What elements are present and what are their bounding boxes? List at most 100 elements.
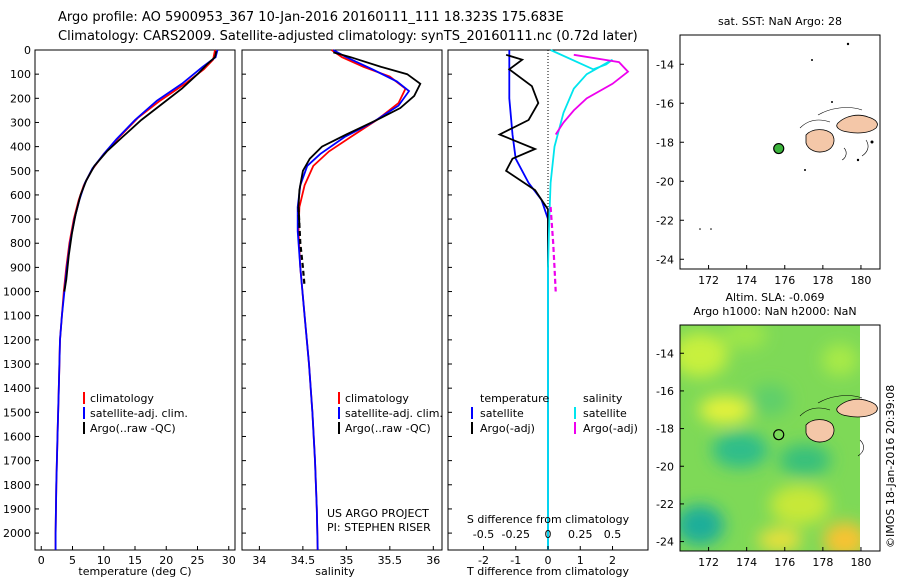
map-xtick-label: 172 [698,274,719,287]
depth-ytick-label: 0 [24,44,31,57]
series-line-temperature-argo-adj [497,53,549,268]
map-ytick-label: -22 [656,214,674,227]
series-line-salinity-argo-adj-dashed [549,206,557,292]
sla-anomaly-blob [699,396,751,424]
depth-ytick-label: 1600 [3,430,31,443]
depth-ytick-label: 1200 [3,334,31,347]
island-vanua-levu [836,114,878,134]
sla-anomaly-blob [680,333,728,377]
sla-map-panel: Altim. SLA: -0.069 Argo h1000: NaN h2000… [656,291,881,569]
depth-ytick-label: 1100 [3,310,31,323]
map-xtick-label: 176 [774,556,795,569]
pi-annotation: PI: STEPHEN RISER [327,521,431,534]
temperature-xtick-label: 10 [97,554,111,567]
map-ytick-label: -22 [656,498,674,511]
series-line-argo-raw-qc [63,51,218,292]
salinity-xtick-label: 36 [426,554,440,567]
series-line-salinity-argo-adj [554,53,630,135]
depth-ytick-label: 1700 [3,455,31,468]
temperature-legend: climatology satellite-adj. clim. Argo(..… [83,392,188,435]
islet [870,140,874,144]
island-viti-levu [805,129,835,153]
T-difference-xtick-label: 2 [609,554,616,567]
sst-map-panel: sat. SST: NaN Argo: 28 172 174 176 178 180 -… [656,15,881,287]
salinity-panel: 34 34.5 35 35.5 36 salinity climatology sate… [241,49,443,578]
map-xtick-label: 180 [850,556,871,569]
map-ytick-label: -18 [656,136,674,149]
salinity-xlabel: salinity [315,565,355,578]
legend-argo-label: Argo(..raw -QC) [345,422,431,435]
map-xtick-label: 174 [736,274,757,287]
temperature-panel: 0100200300400500600700800900100011001200… [3,44,236,578]
sla-field [680,325,880,551]
map-xtick-label: 176 [774,274,795,287]
temperature-plot-frame [34,49,236,551]
salinity-xtick-label: 34.5 [291,554,316,567]
S-difference-xtick-label: 0.5 [604,528,622,541]
T-difference-xtick-label: 1 [577,554,584,567]
s-difference-label: S difference from climatology [467,513,630,526]
sla-anomaly-blob [750,384,790,416]
map-ytick-label: -20 [656,460,674,473]
islet [831,101,833,103]
depth-ytick-label: 1400 [3,382,31,395]
map-ytick-label: -24 [656,253,674,266]
temperature-xtick-label: 30 [222,554,236,567]
sla-anomaly-blob [758,528,802,551]
map-ytick-label: -18 [656,423,674,436]
legend-sal-satellite-label: satellite [583,407,627,420]
sla-map-subtitle: Argo h1000: NaN h2000: NaN [693,305,856,318]
S-difference-xtick-label: 0.25 [568,528,593,541]
salinity-legend: climatology satellite-adj. clim. Argo(..… [338,392,443,435]
T-difference-xtick-label: -2 [478,554,489,567]
islet [811,59,813,61]
sla-anomaly-blob [822,344,858,376]
series-line-argo-raw-qc [297,51,422,224]
legend-argo-label: Argo(..raw -QC) [90,422,176,435]
depth-ytick-label: 1900 [3,503,31,516]
depth-ytick-label: 1800 [3,479,31,492]
series-line-salinity-satellite [547,49,614,550]
map-ytick-label: -16 [656,97,674,110]
salinity-xtick-label: 34 [252,554,266,567]
legend-satellite-label: satellite-adj. clim. [90,407,188,420]
salinity-xtick-label: 35.5 [378,554,403,567]
reef-outlines [799,395,864,457]
map-ytick-label: -24 [656,536,674,549]
islet [804,169,806,171]
legend-sal-argo-label: Argo(-adj) [583,422,638,435]
sla-no-data-strip [860,325,880,551]
depth-ytick-label: 1500 [3,406,31,419]
credit-label: ©IMOS 18-Jan-2016 20:39:08 [884,384,897,548]
depth-ytick-label: 800 [10,237,31,250]
depth-ytick-label: 600 [10,189,31,202]
island-viti-levu [805,419,835,443]
project-annotation: US ARGO PROJECT [327,507,429,520]
depth-ytick-label: 300 [10,116,31,129]
legend-climatology-label: climatology [345,392,409,405]
temperature-xtick-label: 20 [159,554,173,567]
temperature-xtick-label: 15 [128,554,142,567]
islet [699,228,701,230]
depth-ytick-label: 400 [10,141,31,154]
sla-map-frame [679,324,881,552]
islet [710,228,712,230]
S-difference-xtick-label: 0 [545,528,552,541]
depth-ytick-label: 200 [10,92,31,105]
island-vanua-levu [836,398,878,418]
temperature-xtick-label: 5 [69,554,76,567]
depth-ytick-label: 700 [10,213,31,226]
islet [846,42,850,46]
temperature-xlabel: temperature (deg C) [78,565,191,578]
reef-outlines [799,107,869,161]
salinity-plot-frame [241,49,443,551]
difference-legend: temperature satellite Argo(-adj) salinit… [471,392,638,435]
depth-ytick-label: 100 [10,68,31,81]
sla-anomaly-blob [779,444,831,476]
map-xtick-label: 172 [698,556,719,569]
map-ytick-label: -20 [656,175,674,188]
legend-temperature-title: temperature [480,392,549,405]
map-xtick-label: 178 [812,274,833,287]
S-difference-xtick-label: -0.5 [473,528,494,541]
